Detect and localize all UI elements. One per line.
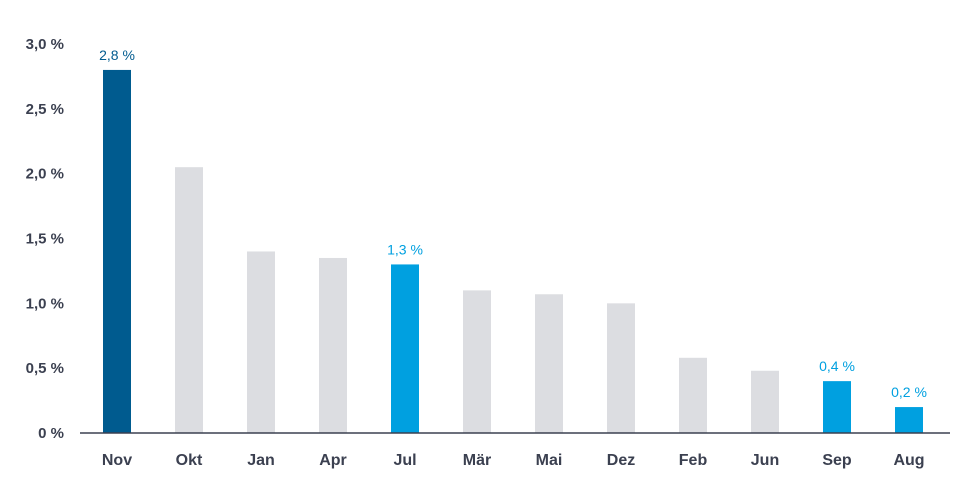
y-tick-label: 2,5 % [26, 101, 64, 118]
bar-okt [175, 167, 203, 433]
bar-jun [751, 370, 779, 433]
bar-feb [679, 357, 707, 433]
bar-jul [391, 264, 419, 433]
bar-nov [103, 69, 131, 433]
x-tick-label: Aug [893, 452, 924, 469]
bar-mär [463, 290, 491, 433]
data-label: 0,4 % [819, 358, 855, 374]
y-tick-label: 3,0 % [26, 36, 64, 53]
data-label: 2,8 % [99, 47, 135, 63]
x-tick-label: Mai [536, 452, 563, 469]
x-tick-label: Apr [319, 452, 347, 469]
y-tick-label: 2,0 % [26, 166, 64, 183]
x-tick-label: Nov [102, 452, 132, 469]
y-tick-label: 1,0 % [26, 295, 64, 312]
bar-apr [319, 257, 347, 433]
y-axis-labels: 0 % 0,5 % 1,0 % 1,5 % 2,0 % 2,5 % 3,0 % [26, 36, 64, 442]
bar-dez [607, 303, 635, 433]
bar-jan [247, 251, 275, 433]
x-tick-label: Feb [679, 452, 708, 469]
x-axis-labels: Nov Okt Jan Apr Jul Mär Mai Dez Feb Jun Sep Aug [102, 452, 925, 469]
y-tick-label: 0,5 % [26, 360, 64, 377]
data-labels: 2,8 % 1,3 % 0,4 % 0,2 % [99, 47, 927, 400]
x-tick-label: Jun [751, 452, 779, 469]
data-label: 0,2 % [891, 384, 927, 400]
bars [103, 69, 923, 433]
x-tick-label: Dez [607, 452, 635, 469]
y-tick-label: 0 % [38, 425, 64, 442]
bar-mai [535, 294, 563, 433]
x-tick-label: Sep [822, 452, 852, 469]
x-tick-label: Mär [463, 452, 491, 469]
data-label: 1,3 % [387, 241, 423, 257]
y-tick-label: 1,5 % [26, 231, 64, 248]
x-tick-label: Jul [393, 452, 416, 469]
x-tick-label: Okt [176, 452, 203, 469]
bar-sep [823, 381, 851, 433]
bar-aug [895, 407, 923, 433]
x-tick-label: Jan [247, 452, 275, 469]
